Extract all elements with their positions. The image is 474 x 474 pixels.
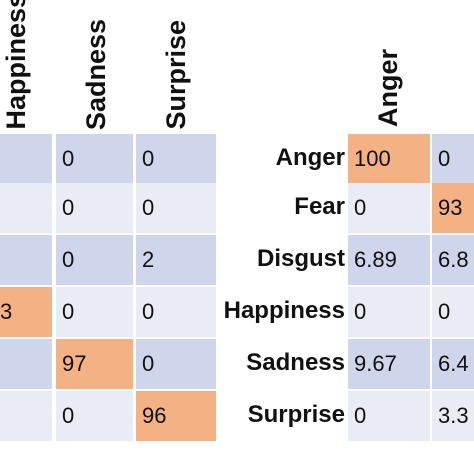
row-label-fear: Fear [294, 193, 345, 220]
matrix-cell: 0 [432, 134, 474, 184]
matrix-cell: 0 [136, 134, 216, 184]
column-header-happiness: Happiness [1, 0, 31, 130]
matrix-cell: 97 [56, 339, 133, 389]
matrix-cell: 0 [136, 339, 216, 389]
matrix-cell [0, 183, 52, 233]
matrix-cell: 0 [348, 183, 430, 233]
matrix-cell: 0 [56, 391, 133, 441]
matrix-cell: 9.67 [348, 339, 430, 389]
matrix-cell: 0 [136, 183, 216, 233]
matrix-cell: 6.8 [432, 235, 474, 285]
row-label-sadness: Sadness [246, 349, 345, 376]
matrix-cell: 100 [348, 134, 430, 184]
matrix-cell: 0 [348, 391, 430, 441]
matrix-cell: 3.3 [432, 391, 474, 441]
matrix-cell: 6.4 [432, 339, 474, 389]
column-header-surprise: Surprise [161, 20, 191, 130]
row-label-anger: Anger [275, 144, 345, 171]
matrix-cell: 0 [56, 183, 133, 233]
matrix-cell: 0 [56, 287, 133, 337]
matrix-cell: 6.89 [348, 235, 430, 285]
row-label-surprise: Surprise [247, 401, 345, 428]
row-label-happiness: Happiness [223, 297, 345, 324]
matrix-cell [0, 339, 52, 389]
matrix-cell: 93 [432, 183, 474, 233]
matrix-cell: 0 [56, 134, 133, 184]
matrix-cell: 96 [136, 391, 216, 441]
matrix-cell [0, 391, 52, 441]
column-header-sadness: Sadness [81, 18, 111, 130]
matrix-cell: 3 [0, 287, 52, 337]
matrix-cell: 0 [136, 287, 216, 337]
column-header-anger: Anger [373, 48, 403, 127]
matrix-cell: 0 [56, 235, 133, 285]
matrix-cell: 0 [348, 287, 430, 337]
matrix-cell [0, 134, 52, 184]
matrix-cell [0, 235, 52, 285]
matrix-cell: 0 [432, 287, 474, 337]
matrix-cell: 2 [136, 235, 216, 285]
row-label-disgust: Disgust [256, 245, 345, 272]
